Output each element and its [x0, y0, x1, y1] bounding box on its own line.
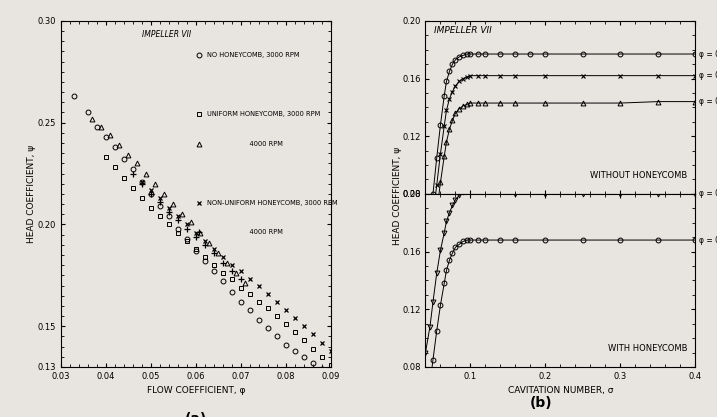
Text: (a): (a) — [185, 412, 207, 417]
Y-axis label: HEAD COEFFICIENT, ψ: HEAD COEFFICIENT, ψ — [27, 145, 36, 243]
Text: UNIFORM HONEYCOMB, 3000 RPM: UNIFORM HONEYCOMB, 3000 RPM — [206, 111, 320, 117]
Text: 4000 RPM: 4000 RPM — [206, 141, 282, 147]
Text: φ = 0.060: φ = 0.060 — [699, 189, 717, 198]
Text: WITH HONEYCOMB: WITH HONEYCOMB — [608, 344, 688, 353]
Text: φ = 0.070: φ = 0.070 — [699, 236, 717, 244]
Text: IMPELLER VII: IMPELLER VII — [142, 30, 191, 38]
Text: φ = 0.060: φ = 0.060 — [699, 50, 717, 58]
Text: (b): (b) — [530, 396, 553, 410]
Text: WITHOUT HONEYCOMB: WITHOUT HONEYCOMB — [590, 171, 688, 180]
Text: φ = 0.070: φ = 0.070 — [699, 97, 717, 106]
Text: HEAD COEFFICIENT, ψ: HEAD COEFFICIENT, ψ — [394, 147, 402, 245]
Text: 4000 RPM: 4000 RPM — [206, 229, 282, 235]
Text: φ = 0.065: φ = 0.065 — [699, 71, 717, 80]
X-axis label: FLOW COEFFICIENT, φ: FLOW COEFFICIENT, φ — [147, 387, 245, 395]
X-axis label: CAVITATION NUMBER, σ: CAVITATION NUMBER, σ — [508, 387, 613, 395]
Text: NO HONEYCOMB, 3000 RPM: NO HONEYCOMB, 3000 RPM — [206, 53, 299, 58]
Text: IMPELLER VII: IMPELLER VII — [434, 26, 491, 35]
Text: NON-UNIFORM HONEYCOMB, 3000 RPM: NON-UNIFORM HONEYCOMB, 3000 RPM — [206, 200, 338, 206]
